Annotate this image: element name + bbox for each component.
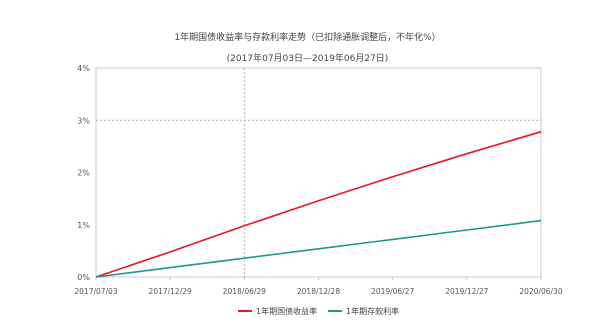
y-tick-label: 0% [77, 273, 90, 282]
x-tick-label: 2017/07/03 [74, 287, 117, 296]
x-tick-label: 2018/06/29 [223, 287, 266, 296]
x-tick-label: 2018/12/28 [297, 287, 340, 296]
chart-title: 1年期国债收益率与存款利率走势（已扣除通胀调整后，不年化%） [174, 33, 441, 43]
legend-label-2: 1年期存款利率 [346, 306, 399, 316]
y-tick-label: 3% [77, 116, 90, 125]
x-tick-label: 2020/06/30 [519, 287, 562, 296]
legend-label-1: 1年期国债收益率 [256, 306, 317, 316]
y-tick-label: 2% [77, 169, 90, 178]
y-tick-label: 4% [77, 64, 90, 73]
chart-subtitle: (2017年07月03日—2019年06月27日) [226, 54, 389, 64]
plot-frame [95, 67, 542, 278]
x-tick-label: 2019/06/27 [371, 287, 414, 296]
x-tick-label: 2019/12/27 [445, 287, 488, 296]
series-line-2 [95, 219, 542, 278]
y-tick-label: 1% [77, 221, 90, 230]
series-line-1 [95, 130, 542, 278]
x-tick-label: 2017/12/29 [149, 287, 192, 296]
